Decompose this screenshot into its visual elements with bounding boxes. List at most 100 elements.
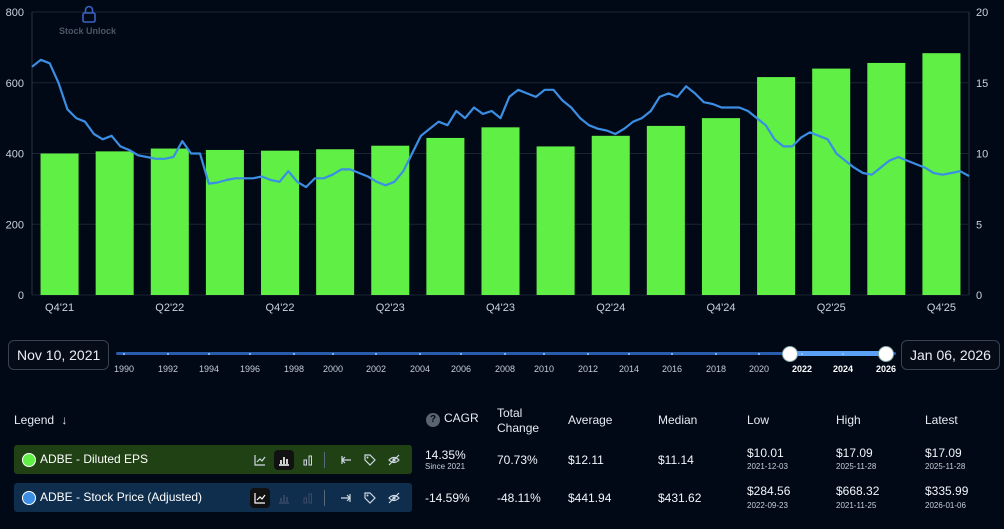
year-tick-label: 1998 (283, 364, 305, 374)
year-tick-label: 2000 (322, 364, 344, 374)
year-tick-label: 1994 (198, 364, 220, 374)
median-header: Median (658, 413, 698, 427)
line-chart-icon[interactable] (250, 450, 270, 470)
eye-off-icon[interactable] (384, 450, 404, 470)
eps-bar (40, 153, 79, 295)
eps-bar (812, 68, 851, 295)
bar-chart-icon[interactable] (274, 450, 294, 470)
eps-median: $11.14 (658, 453, 694, 467)
year-tick-label: 2020 (748, 364, 770, 374)
end-date-field[interactable]: Jan 06, 2026 (901, 340, 1000, 370)
x-axis-tick: Q4'25 (927, 302, 956, 314)
year-tick-label: 2010 (533, 364, 555, 374)
x-axis-tick: Q4'23 (486, 302, 515, 314)
left-axis-tick: 200 (6, 219, 24, 231)
legend-title[interactable]: Legend ↓ (14, 413, 68, 427)
eps-cagr: 14.35% (425, 448, 466, 462)
right-axis-tick: 15 (976, 78, 988, 90)
right-axis-tick: 20 (976, 7, 988, 19)
year-tick-mark (801, 353, 803, 355)
help-icon[interactable]: ? (426, 413, 440, 427)
year-tick-label: 1992 (157, 364, 179, 374)
eps-bar (316, 149, 355, 295)
year-tick-mark (375, 353, 377, 355)
series-label: ADBE - Diluted EPS (40, 452, 149, 466)
year-tick-mark (758, 353, 760, 355)
date-range-slider[interactable]: 1990 1992 1994 1996 1998 2000 2002 2004 2006 2008… (113, 346, 897, 374)
year-tick-mark (504, 353, 506, 355)
year-tick-label: 2008 (494, 364, 516, 374)
price-latest-date: 2026-01-06 (925, 501, 966, 510)
year-tick-label: 2006 (450, 364, 472, 374)
price-latest: $335.99 (925, 484, 969, 498)
year-tick-mark (543, 353, 545, 355)
eps-average: $12.11 (568, 453, 604, 467)
right-axis-tick: 10 (976, 149, 988, 161)
axis-left-icon[interactable] (336, 450, 356, 470)
cagr-header: ? CAGR (426, 411, 479, 427)
eps-bar (426, 137, 465, 295)
eps-bar (95, 151, 134, 295)
eps-bar (867, 62, 906, 295)
price-high: $668.32 (836, 484, 880, 498)
legend-row-eps[interactable]: ADBE - Diluted EPS (14, 445, 412, 474)
price-average: $441.94 (568, 491, 612, 505)
stock-price-line (31, 58, 970, 189)
year-tick-mark (715, 353, 717, 355)
eps-high: $17.09 (836, 446, 873, 460)
eps-bar (261, 150, 300, 295)
axis-right-icon[interactable] (336, 488, 356, 508)
eps-cagr-since: Since 2021 (425, 462, 466, 471)
watermark: Stock Unlock (59, 5, 117, 36)
eye-off-icon[interactable] (384, 488, 404, 508)
tag-icon[interactable] (360, 488, 380, 508)
slider-start-handle[interactable] (782, 346, 798, 362)
eps-bar (701, 118, 740, 295)
eps-bar (646, 125, 685, 295)
right-axis-tick: 0 (976, 290, 982, 302)
lock-icon (82, 5, 96, 23)
left-axis-tick: 600 (6, 78, 24, 90)
total-change-header: Total Change (497, 406, 540, 435)
eps-bar (205, 149, 244, 295)
price-low-date: 2022-09-23 (747, 501, 788, 510)
x-axis-tick: Q4'21 (45, 302, 74, 314)
year-tick-label: 2004 (409, 364, 431, 374)
year-tick-label: 1990 (113, 364, 135, 374)
stacked-bar-icon[interactable] (298, 450, 318, 470)
start-date-field[interactable]: Nov 10, 2021 (8, 340, 110, 370)
latest-header: Latest (925, 413, 958, 427)
eps-low-date: 2021-12-03 (747, 462, 788, 471)
year-tick-label: 2024 (832, 364, 854, 374)
year-tick-mark (842, 353, 844, 355)
slider-selection (790, 351, 886, 356)
year-tick-label: 2022 (791, 364, 813, 374)
eps-bar (481, 127, 520, 295)
price-median: $431.62 (658, 491, 702, 505)
tag-icon[interactable] (360, 450, 380, 470)
eps-bar (150, 148, 189, 295)
year-tick-mark (123, 353, 125, 355)
eps-high-date: 2025-11-28 (836, 462, 877, 471)
x-axis-tick: Q4'22 (266, 302, 295, 314)
year-tick-label: 2002 (365, 364, 387, 374)
year-tick-label: 2012 (577, 364, 599, 374)
price-cagr: -14.59% (425, 491, 470, 505)
year-tick-mark (249, 353, 251, 355)
legend-row-price[interactable]: ADBE - Stock Price (Adjusted) (14, 483, 412, 512)
stacked-bar-icon[interactable] (298, 488, 318, 508)
year-tick-label: 2026 (875, 364, 897, 374)
year-tick-mark (587, 353, 589, 355)
slider-end-handle[interactable] (878, 346, 894, 362)
eps-bar (757, 77, 796, 295)
line-chart-icon[interactable] (250, 488, 270, 508)
year-tick-mark (167, 353, 169, 355)
year-tick-label: 2014 (618, 364, 640, 374)
year-tick-mark (671, 353, 673, 355)
arrow-down-icon: ↓ (61, 413, 68, 427)
eps-bar (371, 145, 410, 295)
price-low: $284.56 (747, 484, 791, 498)
price-total-change: -48.11% (497, 491, 541, 505)
x-axis-tick: Q2'23 (376, 302, 405, 314)
bar-chart-icon[interactable] (274, 488, 294, 508)
